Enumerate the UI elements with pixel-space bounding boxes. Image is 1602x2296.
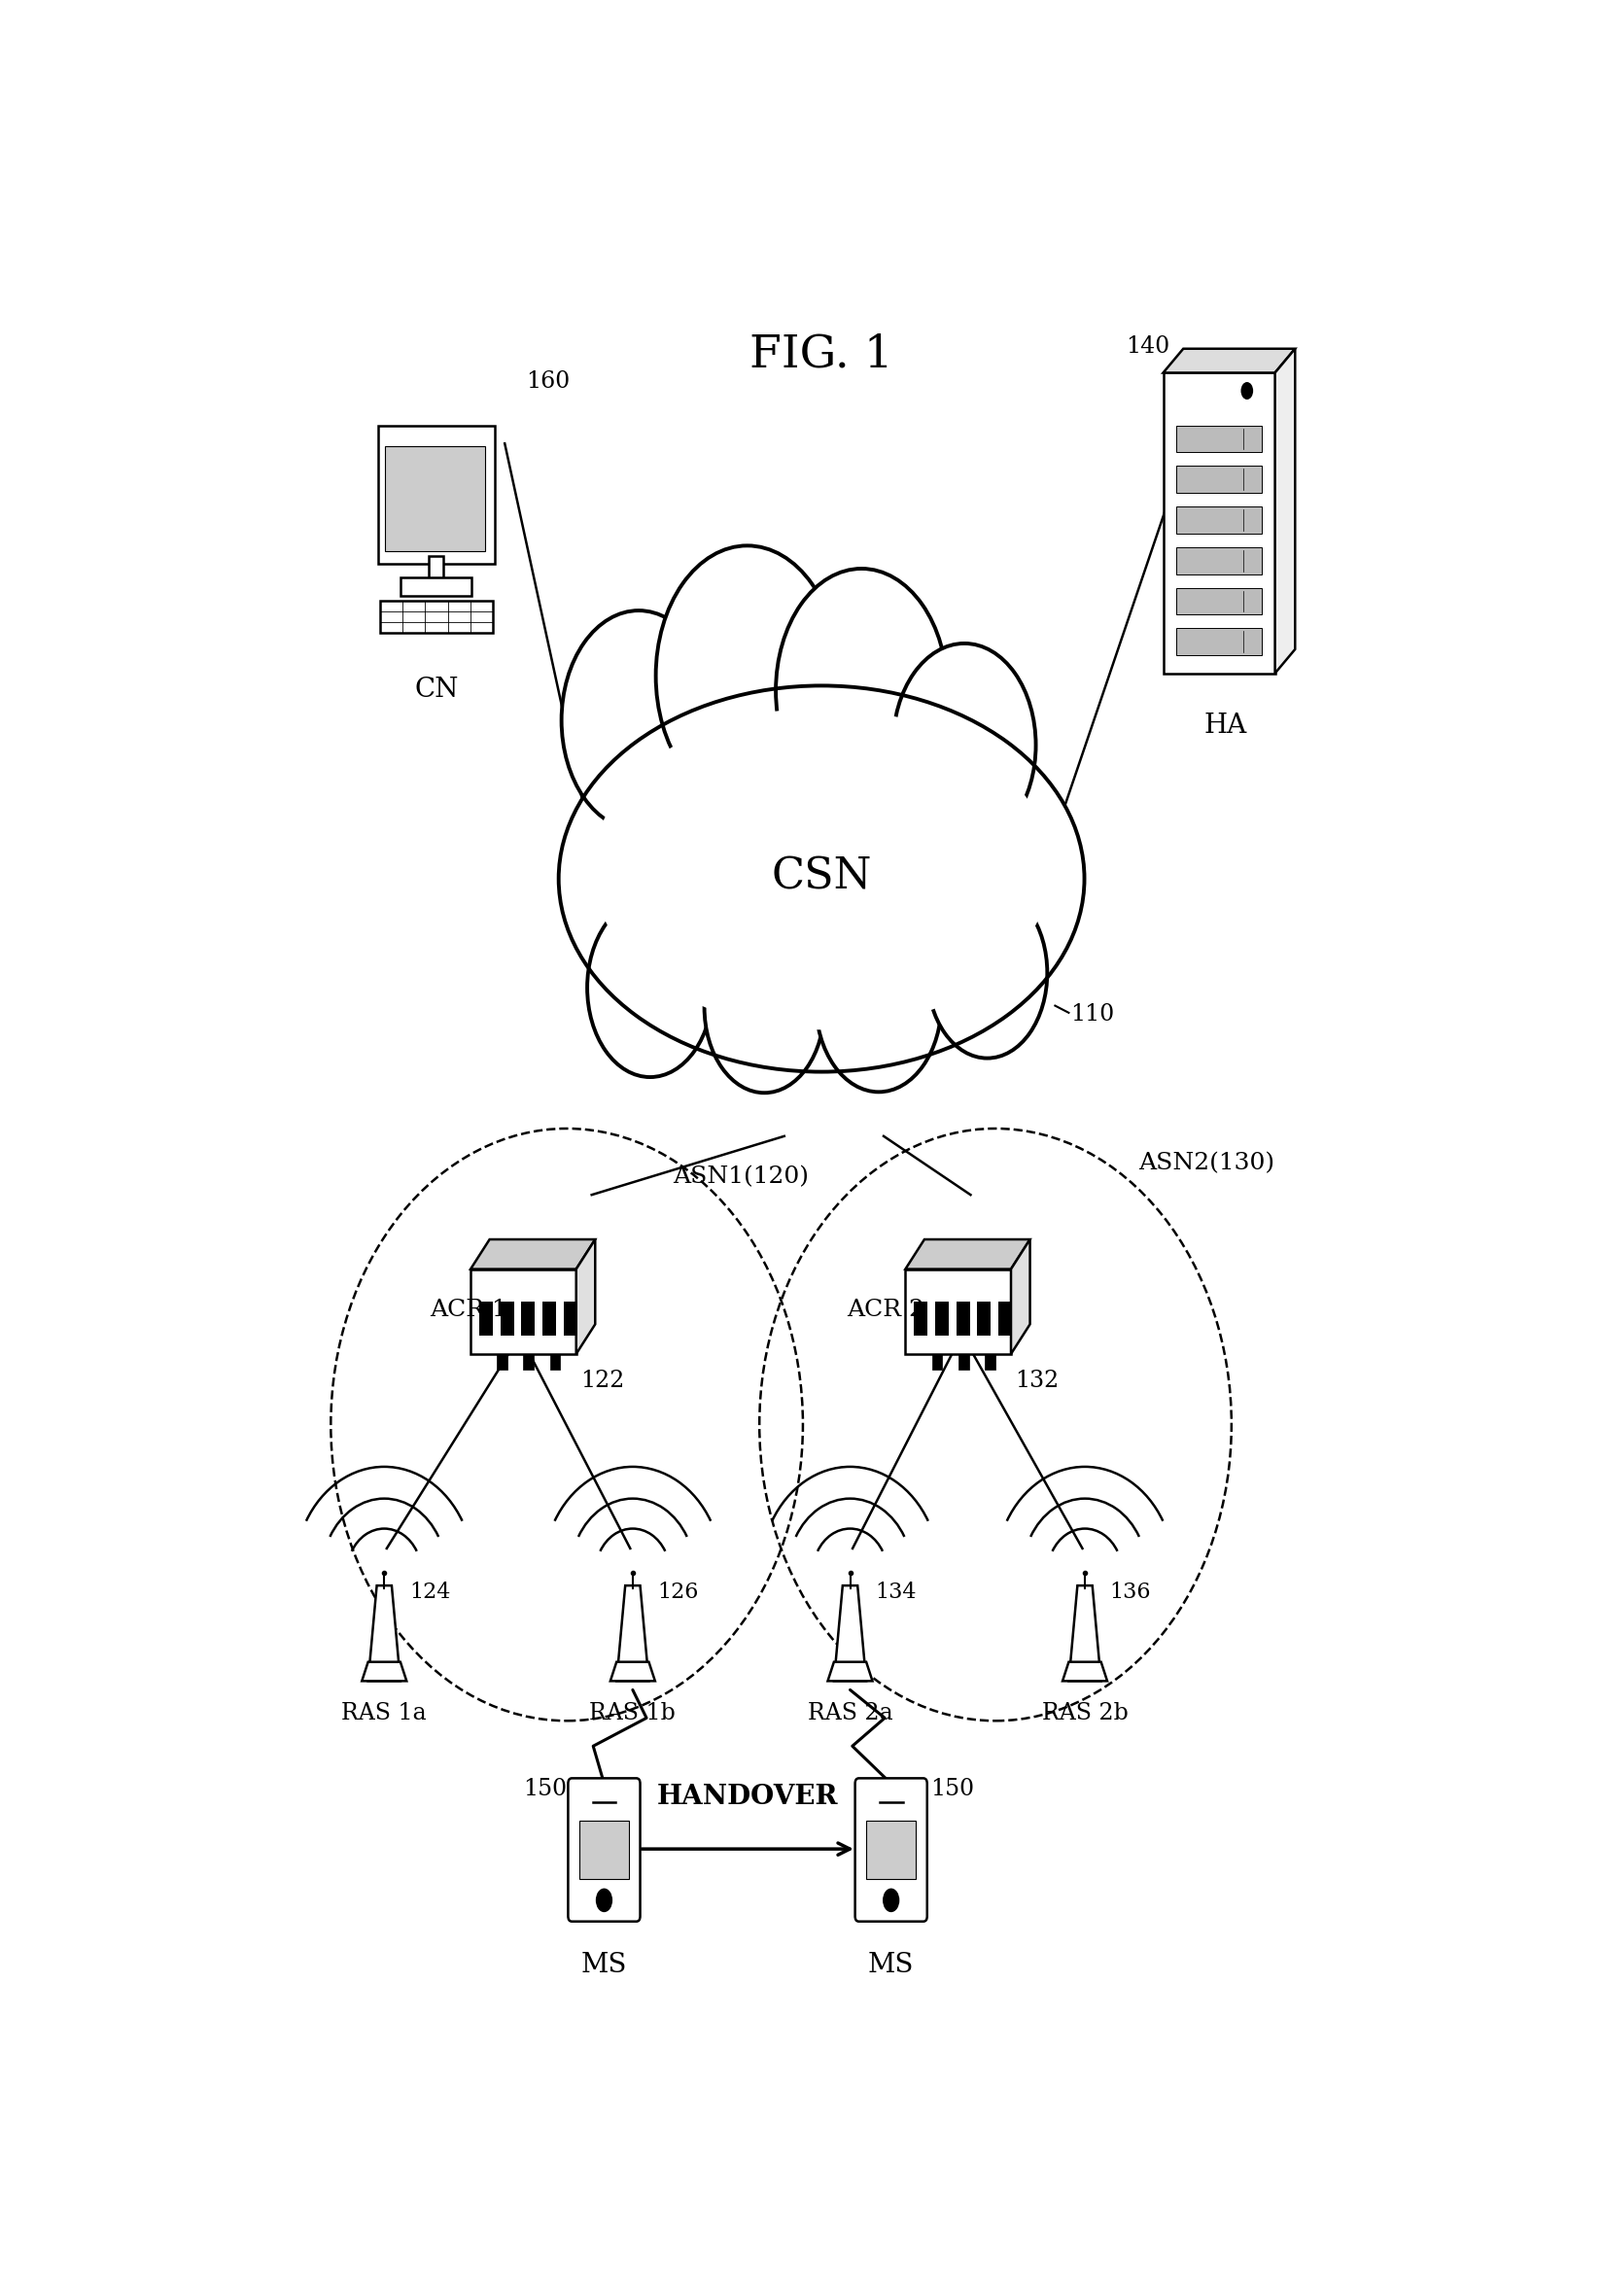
- Polygon shape: [610, 1662, 655, 1681]
- Text: CN: CN: [413, 677, 458, 703]
- Bar: [1163, 372, 1274, 673]
- Bar: [524, 1355, 533, 1368]
- Text: ASN2(130): ASN2(130): [1137, 1153, 1274, 1173]
- Text: RAS 1a: RAS 1a: [341, 1701, 426, 1724]
- Circle shape: [815, 914, 940, 1093]
- Circle shape: [655, 546, 838, 806]
- Bar: [998, 1302, 1011, 1336]
- Circle shape: [883, 1887, 899, 1913]
- Bar: [913, 1302, 928, 1336]
- Bar: [500, 1302, 514, 1336]
- Bar: [1176, 629, 1261, 654]
- Text: ACR 2: ACR 2: [846, 1300, 923, 1320]
- Circle shape: [703, 923, 823, 1093]
- Polygon shape: [617, 1587, 649, 1681]
- Text: HANDOVER: HANDOVER: [657, 1784, 838, 1809]
- Polygon shape: [362, 1662, 407, 1681]
- Polygon shape: [575, 1240, 594, 1355]
- Polygon shape: [833, 1587, 865, 1681]
- Bar: [378, 425, 495, 565]
- Text: 124: 124: [409, 1582, 450, 1603]
- Bar: [1176, 466, 1261, 494]
- Polygon shape: [827, 1662, 871, 1681]
- Text: MS: MS: [582, 1952, 626, 1977]
- Bar: [934, 1302, 948, 1336]
- Bar: [1176, 507, 1261, 533]
- Polygon shape: [1274, 349, 1294, 673]
- Bar: [867, 1821, 915, 1878]
- Text: RAS 1b: RAS 1b: [590, 1701, 676, 1724]
- Circle shape: [926, 886, 1046, 1058]
- Bar: [497, 1355, 508, 1368]
- Text: 126: 126: [657, 1582, 698, 1603]
- Polygon shape: [368, 1587, 400, 1681]
- Polygon shape: [471, 1240, 594, 1270]
- FancyBboxPatch shape: [854, 1777, 926, 1922]
- FancyBboxPatch shape: [567, 1777, 639, 1922]
- Bar: [984, 1355, 995, 1368]
- Text: ASN1(120): ASN1(120): [673, 1166, 807, 1189]
- Polygon shape: [1062, 1662, 1107, 1681]
- Polygon shape: [1011, 1240, 1030, 1355]
- Text: RAS 2b: RAS 2b: [1041, 1701, 1128, 1724]
- Bar: [471, 1270, 575, 1355]
- Bar: [977, 1302, 990, 1336]
- Circle shape: [1240, 381, 1253, 400]
- Bar: [1176, 588, 1261, 615]
- Bar: [541, 1302, 556, 1336]
- Ellipse shape: [559, 687, 1083, 1072]
- Bar: [955, 1302, 969, 1336]
- Circle shape: [586, 898, 713, 1077]
- Bar: [905, 1270, 1011, 1355]
- Text: 140: 140: [1125, 335, 1169, 358]
- Text: 150: 150: [931, 1777, 974, 1800]
- Polygon shape: [1069, 1587, 1101, 1681]
- Bar: [384, 445, 485, 551]
- Bar: [380, 602, 493, 634]
- Bar: [549, 1355, 561, 1368]
- Circle shape: [561, 611, 716, 831]
- Bar: [521, 1302, 535, 1336]
- Text: 110: 110: [1070, 1003, 1113, 1026]
- Text: 122: 122: [580, 1368, 625, 1391]
- Text: 134: 134: [875, 1582, 916, 1603]
- Circle shape: [892, 643, 1035, 847]
- Text: HA: HA: [1203, 712, 1246, 739]
- Text: 132: 132: [1014, 1368, 1059, 1391]
- Bar: [931, 1355, 942, 1368]
- Text: ACR 1: ACR 1: [429, 1300, 508, 1320]
- Text: 136: 136: [1109, 1582, 1150, 1603]
- Text: FIG. 1: FIG. 1: [750, 333, 892, 377]
- Text: RAS 2a: RAS 2a: [807, 1701, 892, 1724]
- Bar: [429, 556, 444, 579]
- Ellipse shape: [593, 707, 1049, 1029]
- Bar: [400, 576, 471, 595]
- Bar: [958, 1355, 968, 1368]
- Bar: [479, 1302, 492, 1336]
- Text: MS: MS: [868, 1952, 913, 1977]
- Bar: [580, 1821, 628, 1878]
- Circle shape: [596, 1887, 612, 1913]
- Polygon shape: [1163, 349, 1294, 372]
- Bar: [1176, 546, 1261, 574]
- Circle shape: [775, 569, 947, 813]
- Text: 160: 160: [525, 370, 569, 393]
- Bar: [564, 1302, 577, 1336]
- Polygon shape: [905, 1240, 1030, 1270]
- Bar: [1176, 425, 1261, 452]
- Text: CSN: CSN: [771, 856, 871, 898]
- Text: 150: 150: [524, 1777, 567, 1800]
